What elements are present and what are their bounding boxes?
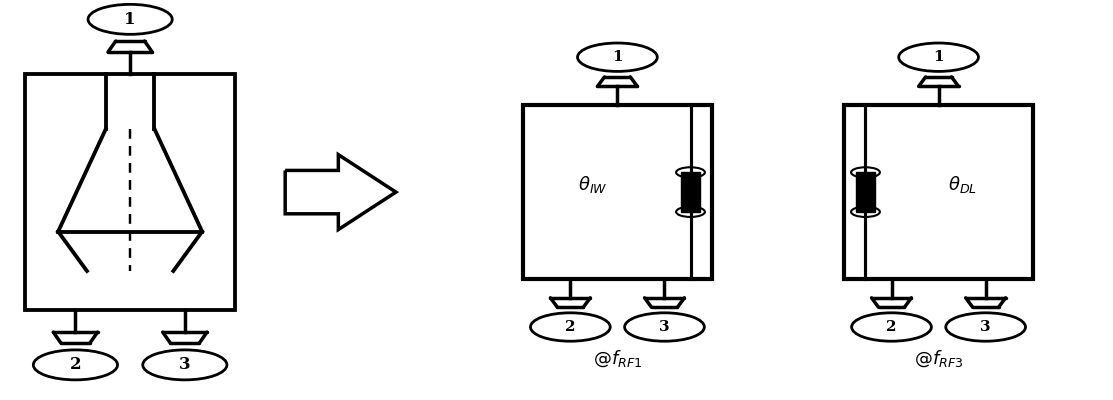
Text: $@f_{RF1}$: $@f_{RF1}$ bbox=[593, 349, 642, 369]
Bar bbox=[845, 105, 1033, 279]
Text: 2: 2 bbox=[565, 320, 575, 334]
Text: 1: 1 bbox=[934, 50, 944, 64]
Text: 1: 1 bbox=[125, 11, 136, 28]
Bar bbox=[523, 105, 711, 279]
Text: 3: 3 bbox=[981, 320, 991, 334]
Text: 3: 3 bbox=[179, 356, 190, 373]
Bar bbox=[24, 74, 235, 310]
Text: 1: 1 bbox=[612, 50, 622, 64]
Text: 3: 3 bbox=[659, 320, 670, 334]
Text: $@f_{RF3}$: $@f_{RF3}$ bbox=[914, 349, 963, 369]
Text: $\theta_{DL}$: $\theta_{DL}$ bbox=[948, 174, 977, 195]
Text: $\theta_{IW}$: $\theta_{IW}$ bbox=[579, 174, 608, 195]
Bar bbox=[680, 172, 700, 212]
Text: 2: 2 bbox=[886, 320, 897, 334]
Bar bbox=[856, 172, 876, 212]
Text: 2: 2 bbox=[70, 356, 81, 373]
